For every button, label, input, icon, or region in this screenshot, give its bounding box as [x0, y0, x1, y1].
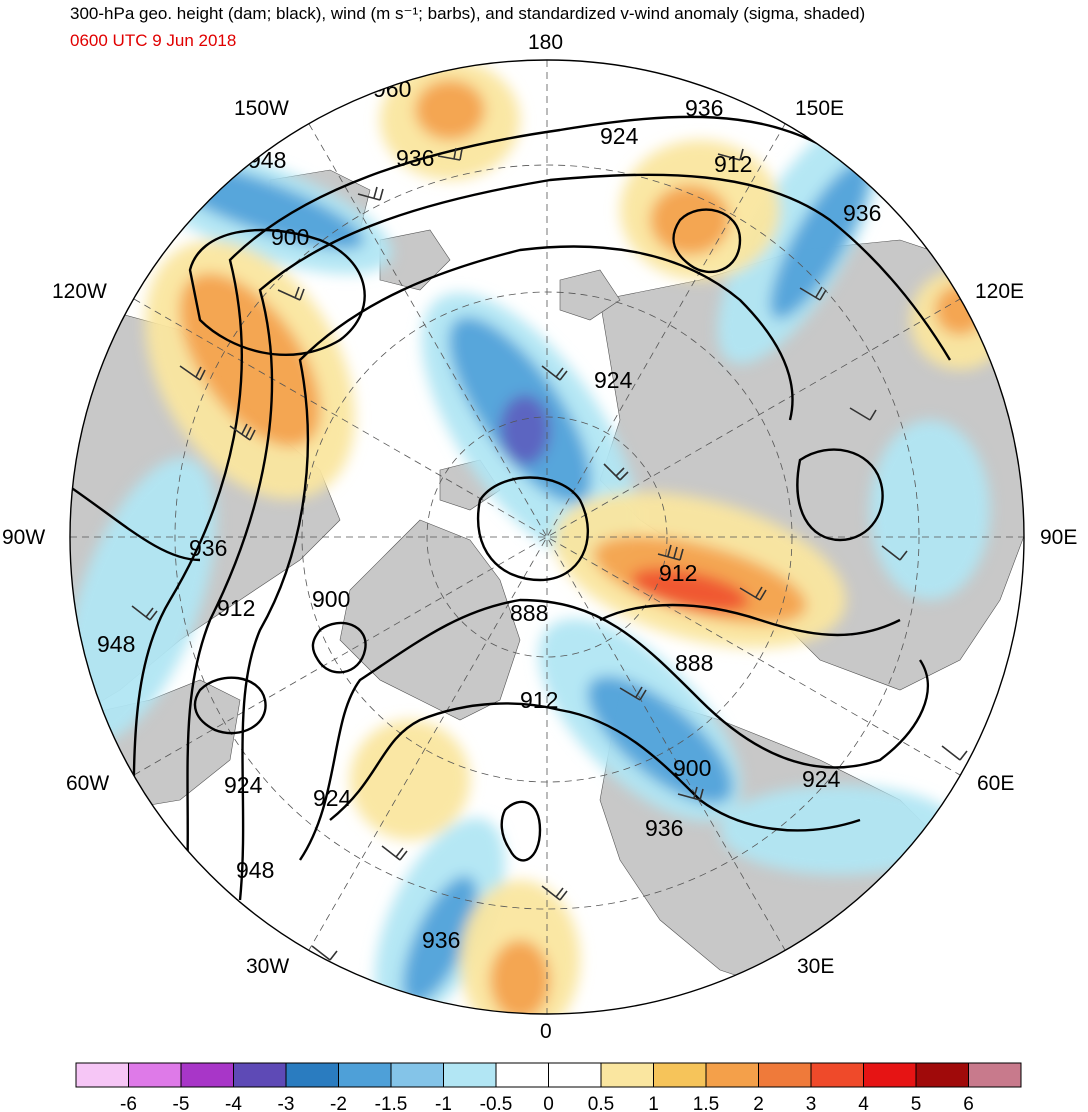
contour-label: 936	[645, 815, 683, 841]
contour-label: 936	[396, 145, 434, 171]
colorbar-tick-label: 5	[911, 1094, 922, 1112]
colorbar-swatch	[915, 1062, 969, 1088]
contour-label: 924	[594, 367, 633, 393]
contour-label: 948	[97, 631, 135, 657]
chart-title: 300-hPa geo. height (dam; black), wind (…	[70, 4, 866, 23]
colorbar-swatch	[600, 1062, 654, 1088]
lon-label-90e: 90E	[1040, 526, 1078, 549]
contour-label: 924	[802, 766, 841, 792]
contour-label: 900	[673, 755, 711, 781]
colorbar-tick-label: -1.5	[375, 1094, 408, 1112]
contour-label: 912	[659, 560, 697, 586]
colorbar-swatch	[495, 1062, 549, 1088]
colorbar-tick-label: -4	[225, 1094, 242, 1112]
contour-label: 888	[510, 600, 548, 626]
lon-label-150w: 150W	[234, 97, 289, 120]
colorbar-swatch	[338, 1062, 392, 1088]
lon-label-150e: 150E	[795, 97, 845, 120]
lon-label-30e: 30E	[797, 955, 835, 978]
colorbar-swatch	[705, 1062, 759, 1088]
colorbar-swatch	[285, 1062, 339, 1088]
contour-label: 900	[271, 224, 309, 250]
colorbar-tick-label: -2	[330, 1094, 347, 1112]
contour-label: 900	[312, 586, 350, 612]
wind-barbs	[131, 147, 968, 961]
contour-label: 936	[685, 95, 723, 121]
contour-label: 948	[236, 857, 274, 883]
colorbar-swatch	[968, 1062, 1022, 1088]
contour-label: 912	[217, 595, 255, 621]
colorbar-tick-label: -3	[278, 1094, 295, 1112]
colorbar-swatch	[128, 1062, 182, 1088]
colorbar-tick-label: 3	[806, 1094, 817, 1112]
colorbar-tick-label: 0.5	[588, 1094, 614, 1112]
lon-label-120w: 120W	[52, 280, 107, 303]
lon-label-60w: 60W	[66, 772, 110, 795]
colorbar-swatch	[810, 1062, 864, 1088]
colorbar-tick-label: -1	[435, 1094, 452, 1112]
contour-label: 888	[675, 650, 713, 676]
contour-label: 924	[224, 772, 263, 798]
colorbar-swatch	[863, 1062, 917, 1088]
contour-label: 924	[600, 123, 639, 149]
contour-label: 936	[843, 200, 881, 226]
lon-label-0: 0	[540, 1020, 552, 1043]
map-boundary	[69, 59, 1025, 1015]
colorbar-tick-label: -6	[120, 1094, 137, 1112]
contour-label: 912	[714, 151, 752, 177]
colorbar-tick-label: 2	[753, 1094, 764, 1112]
lon-label-180: 180	[528, 31, 564, 54]
valid-time: 0600 UTC 9 Jun 2018	[70, 31, 237, 50]
lon-label-90w: 90W	[2, 526, 46, 549]
colorbar-swatch	[548, 1062, 602, 1088]
colorbar-tick-label: 0	[543, 1094, 554, 1112]
colorbar-swatch	[180, 1062, 234, 1088]
colorbar-swatch	[653, 1062, 707, 1088]
contour-label: 912	[520, 687, 558, 713]
contour-label: 936	[189, 535, 227, 561]
colorbar-tick-label: 1	[648, 1094, 659, 1112]
contour-label: 924	[313, 785, 352, 811]
colorbar-tick-label: 6	[963, 1094, 974, 1112]
lon-label-30w: 30W	[246, 955, 290, 978]
colorbar-swatch	[443, 1062, 497, 1088]
colorbar-swatch	[75, 1062, 129, 1088]
lon-label-60e: 60E	[977, 772, 1015, 795]
colorbar-swatch	[233, 1062, 287, 1088]
colorbar-tick-label: -0.5	[480, 1094, 513, 1112]
colorbar-swatch	[390, 1062, 444, 1088]
lon-label-120e: 120E	[975, 280, 1025, 303]
colorbar-tick-label: -5	[173, 1094, 190, 1112]
colorbar-swatch	[758, 1062, 812, 1088]
colorbar-tick-label: 4	[858, 1094, 869, 1112]
height-contour-labels: 960 936 948 936 924 912 936 900 924 936 …	[97, 76, 881, 953]
contour-label: 936	[422, 927, 460, 953]
colorbar-tick-label: 1.5	[693, 1094, 719, 1112]
